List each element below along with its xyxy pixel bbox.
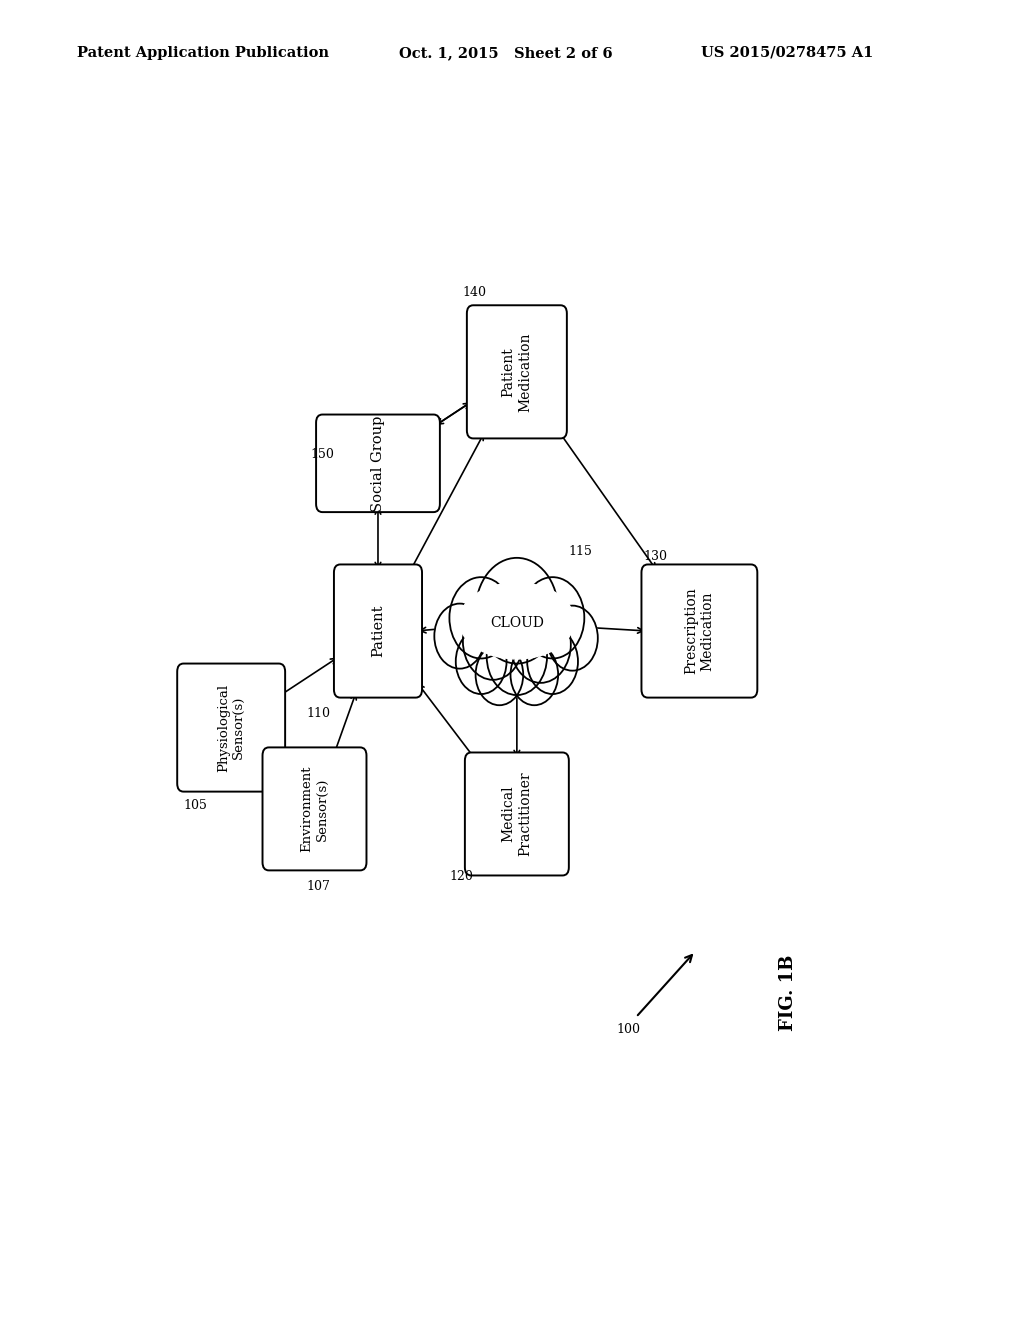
Text: Medical
Practitioner: Medical Practitioner: [502, 772, 531, 857]
Circle shape: [450, 577, 513, 659]
Text: Physiological
Sensor(s): Physiological Sensor(s): [217, 684, 245, 772]
FancyBboxPatch shape: [334, 565, 422, 697]
Text: 150: 150: [310, 449, 335, 461]
Circle shape: [463, 602, 523, 680]
Circle shape: [521, 577, 585, 659]
Text: US 2015/0278475 A1: US 2015/0278475 A1: [701, 46, 873, 59]
FancyBboxPatch shape: [641, 565, 758, 697]
Text: Patent Application Publication: Patent Application Publication: [77, 46, 329, 59]
Circle shape: [434, 603, 485, 669]
Text: 110: 110: [306, 708, 331, 721]
Text: 120: 120: [450, 870, 473, 883]
Text: 140: 140: [463, 285, 486, 298]
FancyBboxPatch shape: [465, 752, 569, 875]
Circle shape: [456, 630, 507, 694]
Text: CLOUD: CLOUD: [489, 616, 544, 630]
Text: Social Group: Social Group: [371, 414, 385, 512]
FancyBboxPatch shape: [316, 414, 440, 512]
Text: 115: 115: [568, 545, 592, 558]
FancyBboxPatch shape: [177, 664, 285, 792]
Ellipse shape: [460, 582, 574, 659]
Text: 105: 105: [183, 799, 208, 812]
Circle shape: [511, 606, 570, 682]
FancyBboxPatch shape: [467, 305, 567, 438]
Circle shape: [486, 618, 547, 696]
Circle shape: [547, 606, 598, 671]
Text: 107: 107: [306, 880, 331, 894]
Text: 100: 100: [616, 1023, 640, 1035]
Circle shape: [527, 630, 578, 694]
Text: Patient: Patient: [371, 605, 385, 657]
Text: Environment
Sensor(s): Environment Sensor(s): [300, 766, 329, 853]
Text: Patient
Medication: Patient Medication: [502, 333, 531, 412]
Text: FIG. 1B: FIG. 1B: [778, 956, 797, 1031]
Text: Prescription
Medication: Prescription Medication: [684, 587, 715, 675]
Circle shape: [475, 558, 558, 664]
FancyBboxPatch shape: [262, 747, 367, 870]
Text: 130: 130: [644, 550, 668, 562]
Circle shape: [475, 644, 523, 705]
Circle shape: [511, 644, 558, 705]
Text: Oct. 1, 2015   Sheet 2 of 6: Oct. 1, 2015 Sheet 2 of 6: [399, 46, 613, 59]
